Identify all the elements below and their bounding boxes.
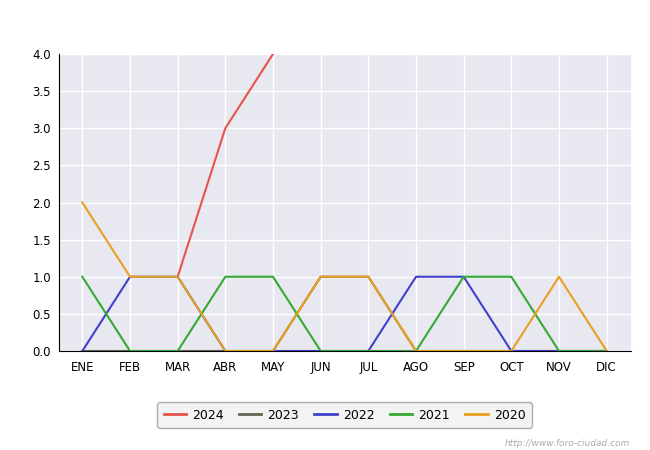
2020 — [365, 274, 372, 279]
2024 — [174, 274, 181, 279]
2021 — [317, 348, 324, 354]
2020 — [222, 348, 229, 354]
2022 — [79, 348, 86, 354]
2021 — [603, 348, 610, 354]
2022 — [603, 348, 610, 354]
Line: 2022: 2022 — [83, 277, 606, 351]
2020 — [79, 200, 86, 205]
2023 — [317, 274, 324, 279]
2020 — [126, 274, 134, 279]
2023 — [603, 348, 610, 354]
2024 — [222, 126, 229, 131]
2023 — [365, 274, 372, 279]
2021 — [412, 348, 420, 354]
2020 — [174, 274, 181, 279]
2021 — [555, 348, 563, 354]
2023 — [79, 348, 86, 354]
Text: http://www.foro-ciudad.com: http://www.foro-ciudad.com — [505, 439, 630, 448]
2023 — [269, 348, 277, 354]
2021 — [126, 348, 134, 354]
2020 — [555, 274, 563, 279]
2020 — [508, 348, 515, 354]
2020 — [460, 348, 467, 354]
2022 — [126, 274, 134, 279]
2022 — [412, 274, 420, 279]
Line: 2023: 2023 — [83, 277, 606, 351]
2022 — [460, 274, 467, 279]
2021 — [79, 274, 86, 279]
2020 — [603, 348, 610, 354]
2022 — [222, 348, 229, 354]
2020 — [317, 274, 324, 279]
2021 — [508, 274, 515, 279]
2022 — [555, 348, 563, 354]
Line: 2020: 2020 — [83, 202, 606, 351]
Line: 2021: 2021 — [83, 277, 606, 351]
Legend: 2024, 2023, 2022, 2021, 2020: 2024, 2023, 2022, 2021, 2020 — [157, 402, 532, 428]
2023 — [508, 348, 515, 354]
2022 — [365, 348, 372, 354]
2021 — [460, 274, 467, 279]
2022 — [174, 274, 181, 279]
2023 — [412, 348, 420, 354]
2021 — [269, 274, 277, 279]
2021 — [365, 348, 372, 354]
Text: Matriculaciones de Vehiculos en Arén: Matriculaciones de Vehiculos en Arén — [170, 12, 480, 30]
2023 — [555, 348, 563, 354]
Line: 2024: 2024 — [177, 54, 273, 277]
2020 — [412, 348, 420, 354]
2023 — [460, 348, 467, 354]
2024 — [269, 51, 277, 57]
2021 — [222, 274, 229, 279]
2021 — [174, 348, 181, 354]
2020 — [269, 348, 277, 354]
2022 — [508, 348, 515, 354]
